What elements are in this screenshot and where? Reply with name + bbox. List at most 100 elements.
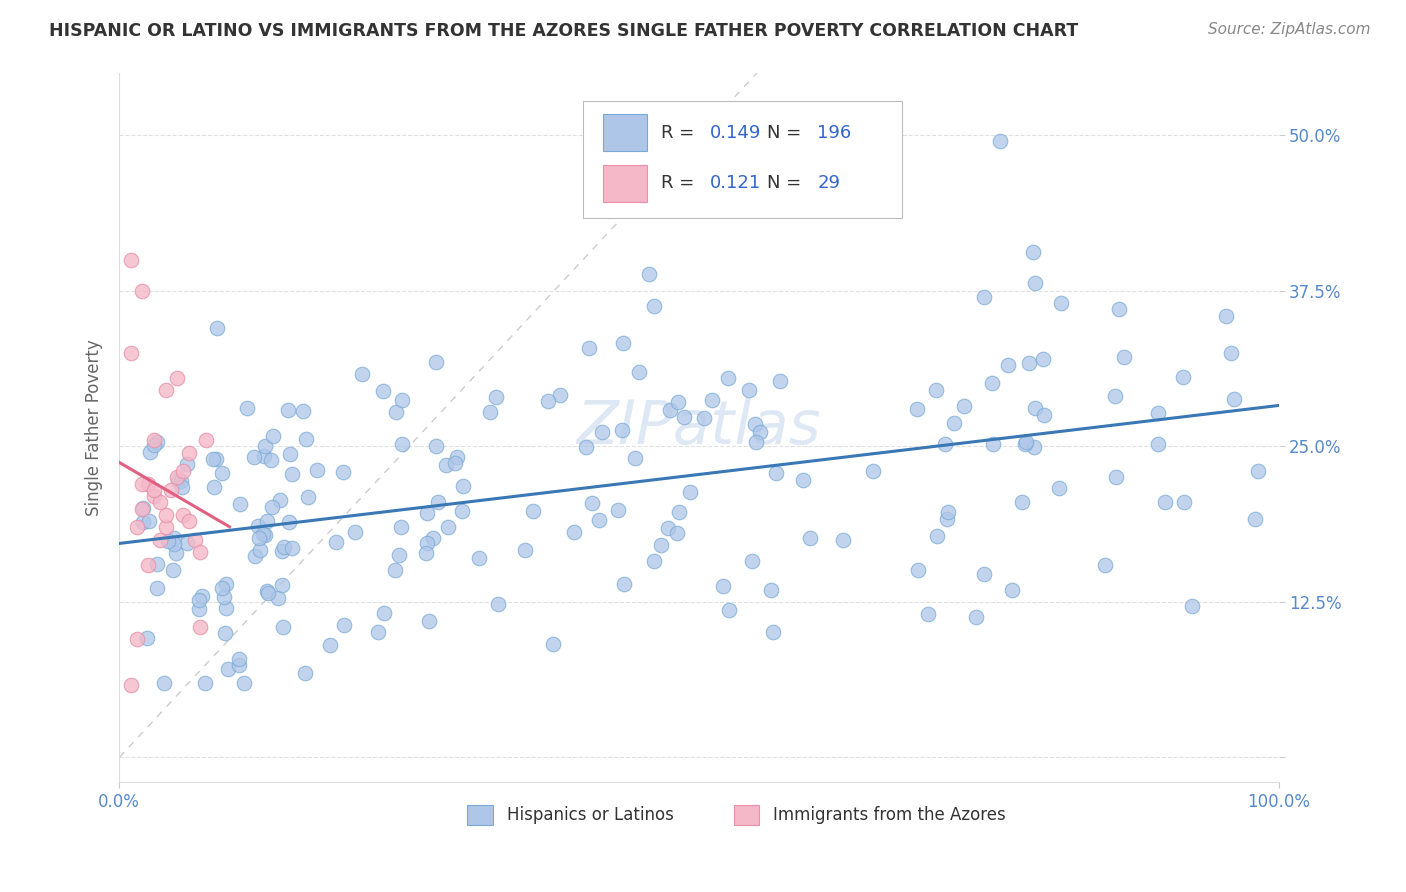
Point xyxy=(131,501,153,516)
Point xyxy=(193,675,215,690)
Point xyxy=(717,371,740,385)
Point xyxy=(389,520,412,534)
Point xyxy=(256,584,278,599)
Point xyxy=(138,514,160,528)
Point xyxy=(243,549,266,563)
Point xyxy=(1032,408,1054,422)
Point xyxy=(792,473,814,487)
Point xyxy=(718,603,741,617)
Point xyxy=(247,518,270,533)
Point xyxy=(907,564,929,578)
Point xyxy=(425,438,447,452)
Point xyxy=(267,591,290,606)
Point xyxy=(163,537,186,551)
Point xyxy=(679,484,702,499)
Point xyxy=(188,601,211,615)
Point xyxy=(799,531,821,545)
Point xyxy=(172,508,194,522)
Point xyxy=(214,626,236,640)
Point xyxy=(581,496,603,510)
Point xyxy=(643,299,665,313)
Point xyxy=(650,538,672,552)
Point xyxy=(1147,406,1170,420)
Point xyxy=(367,625,389,640)
Text: N =: N = xyxy=(768,174,807,192)
Point xyxy=(155,520,177,534)
Point xyxy=(136,476,159,491)
Point xyxy=(744,417,766,431)
Point xyxy=(418,614,440,628)
Point xyxy=(136,631,159,645)
Point xyxy=(981,436,1004,450)
Point xyxy=(188,593,211,607)
Point xyxy=(486,597,509,611)
Point xyxy=(761,583,783,598)
Point xyxy=(643,554,665,568)
Point xyxy=(166,371,188,385)
Point xyxy=(307,463,329,477)
Point xyxy=(1247,464,1270,478)
Text: 0.149: 0.149 xyxy=(710,124,761,142)
Point xyxy=(232,675,254,690)
Point xyxy=(271,620,294,634)
Text: R =: R = xyxy=(661,124,700,142)
Point xyxy=(247,531,270,545)
Point xyxy=(169,474,191,488)
Point xyxy=(146,557,169,571)
Point xyxy=(143,483,166,497)
Point xyxy=(693,411,716,425)
Point xyxy=(638,268,661,282)
Point xyxy=(132,501,155,516)
Bar xyxy=(603,114,647,151)
Point xyxy=(217,662,239,676)
Point xyxy=(125,520,148,534)
Point xyxy=(228,497,250,511)
Point xyxy=(659,402,682,417)
Point xyxy=(176,458,198,472)
Point xyxy=(927,529,949,543)
Point xyxy=(425,355,447,369)
Point xyxy=(1022,245,1045,260)
Text: R =: R = xyxy=(661,174,700,192)
Point xyxy=(1014,437,1036,451)
Point xyxy=(391,392,413,407)
Point xyxy=(613,577,636,591)
Point xyxy=(450,504,472,518)
Point xyxy=(166,470,188,484)
Point xyxy=(384,563,406,577)
Point xyxy=(228,652,250,666)
Point xyxy=(673,410,696,425)
Point xyxy=(936,505,959,519)
Point xyxy=(862,464,884,478)
Point xyxy=(1001,582,1024,597)
Point xyxy=(485,390,508,404)
Point xyxy=(422,531,444,545)
Point xyxy=(215,601,238,615)
Point xyxy=(143,438,166,452)
Point xyxy=(292,403,315,417)
Point xyxy=(253,450,276,464)
Point xyxy=(256,514,278,528)
Point xyxy=(451,479,474,493)
Point xyxy=(172,464,194,478)
Point xyxy=(132,516,155,530)
Point xyxy=(745,435,768,450)
Point xyxy=(228,658,250,673)
Point xyxy=(666,395,689,409)
Point xyxy=(748,425,770,439)
Point xyxy=(163,532,186,546)
Point xyxy=(252,527,274,541)
Point xyxy=(297,490,319,504)
Point xyxy=(1011,495,1033,509)
Point xyxy=(262,500,284,514)
Point xyxy=(332,465,354,479)
Point xyxy=(700,393,723,408)
Point xyxy=(156,533,179,548)
Point xyxy=(988,135,1011,149)
Point xyxy=(711,578,734,592)
Point xyxy=(249,543,271,558)
Point xyxy=(254,439,277,453)
Point xyxy=(143,433,166,447)
Point xyxy=(1094,558,1116,573)
Point xyxy=(195,433,218,447)
